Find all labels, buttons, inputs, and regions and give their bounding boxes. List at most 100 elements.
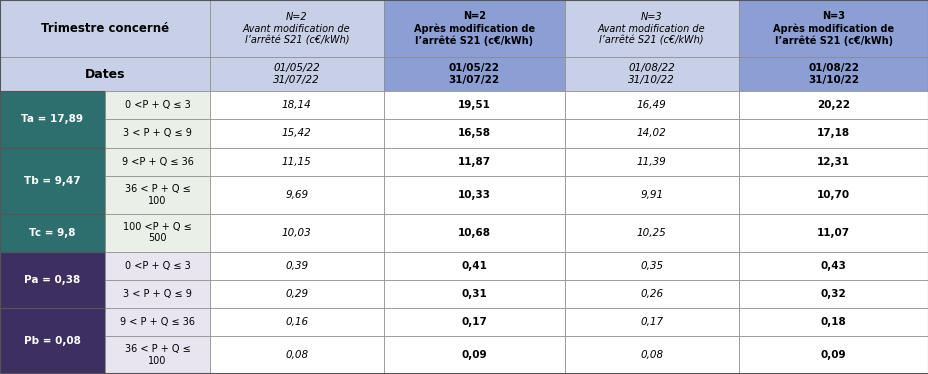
Text: Pb = 0,08: Pb = 0,08 [24,336,81,346]
Text: 10,70: 10,70 [817,190,849,200]
Text: 10,25: 10,25 [636,228,666,237]
Bar [564,214,738,252]
Text: 36 < P + Q ≤
100: 36 < P + Q ≤ 100 [124,184,190,206]
Bar [564,0,738,57]
Text: 10,68: 10,68 [458,228,490,237]
Text: 0,35: 0,35 [639,261,663,271]
Bar [210,308,383,336]
Bar [564,91,738,119]
Text: 10,03: 10,03 [281,228,312,237]
Text: 0,43: 0,43 [820,261,845,271]
Bar [105,176,210,214]
Text: N=2
Après modification de
l’arrêté S21 (c€/kWh): N=2 Après modification de l’arrêté S21 (… [413,11,535,46]
Text: 0,39: 0,39 [285,261,308,271]
Text: 12,31: 12,31 [817,157,849,167]
Bar [210,0,383,57]
Bar [738,308,928,336]
Bar [0,308,105,374]
Bar [210,119,383,148]
Text: 10,33: 10,33 [458,190,490,200]
Bar [210,280,383,308]
Bar [383,57,564,91]
Bar [210,176,383,214]
Text: 36 < P + Q ≤
100: 36 < P + Q ≤ 100 [124,344,190,366]
Text: 16,49: 16,49 [636,100,666,110]
Bar [383,308,564,336]
Text: 01/05/22
31/07/22: 01/05/22 31/07/22 [273,63,320,85]
Text: Tc = 9,8: Tc = 9,8 [29,228,76,237]
Bar [105,119,210,148]
Text: 0,17: 0,17 [461,317,486,327]
Text: 0,26: 0,26 [639,289,663,299]
Bar [383,176,564,214]
Text: 01/05/22
31/07/22: 01/05/22 31/07/22 [448,63,499,85]
Bar [0,91,105,148]
Text: 3 < P + Q ≤ 9: 3 < P + Q ≤ 9 [122,289,192,299]
Bar [564,252,738,280]
Bar [383,214,564,252]
Bar [564,280,738,308]
Bar [105,336,210,374]
Text: 19,51: 19,51 [458,100,490,110]
Text: N=2
Avant modification de
l’arrêté S21 (c€/kWh): N=2 Avant modification de l’arrêté S21 (… [243,12,350,45]
Text: 0,16: 0,16 [285,317,308,327]
Bar [564,336,738,374]
Bar [564,119,738,148]
Bar [210,214,383,252]
Bar [383,0,564,57]
Text: 01/08/22
31/10/22: 01/08/22 31/10/22 [807,63,858,85]
Text: 0,09: 0,09 [820,350,845,360]
Text: 3 < P + Q ≤ 9: 3 < P + Q ≤ 9 [122,129,192,138]
Bar [564,57,738,91]
Text: 9 <P + Q ≤ 36: 9 <P + Q ≤ 36 [122,157,193,167]
Bar [738,57,928,91]
Bar [0,148,105,214]
Text: 11,39: 11,39 [636,157,666,167]
Bar [383,119,564,148]
Bar [105,252,210,280]
Bar [105,308,210,336]
Bar [564,176,738,214]
Bar [105,280,210,308]
Text: N=3
Avant modification de
l’arrêté S21 (c€/kWh): N=3 Avant modification de l’arrêté S21 (… [598,12,704,45]
Bar [0,214,105,252]
Text: 0,09: 0,09 [461,350,486,360]
Text: 17,18: 17,18 [817,129,849,138]
Text: N=3
Après modification de
l’arrêté S21 (c€/kWh): N=3 Après modification de l’arrêté S21 (… [772,11,894,46]
Text: 0,17: 0,17 [639,317,663,327]
Text: 0,31: 0,31 [461,289,486,299]
Text: 0 <P + Q ≤ 3: 0 <P + Q ≤ 3 [124,261,190,271]
Text: 20,22: 20,22 [817,100,849,110]
Bar [738,119,928,148]
Text: 14,02: 14,02 [636,129,666,138]
Text: 0,18: 0,18 [820,317,845,327]
Bar [210,91,383,119]
Text: 11,87: 11,87 [458,157,490,167]
Bar [738,214,928,252]
Text: 0,32: 0,32 [820,289,845,299]
Bar [105,91,210,119]
Text: 11,07: 11,07 [817,228,849,237]
Text: Tb = 9,47: Tb = 9,47 [24,176,81,186]
Bar [210,57,383,91]
Bar [383,252,564,280]
Text: 18,14: 18,14 [281,100,312,110]
Text: 9 < P + Q ≤ 36: 9 < P + Q ≤ 36 [120,317,195,327]
Bar [105,214,210,252]
Bar [383,280,564,308]
Bar [210,252,383,280]
Text: 0,08: 0,08 [285,350,308,360]
Text: 01/08/22
31/10/22: 01/08/22 31/10/22 [627,63,675,85]
Text: Pa = 0,38: Pa = 0,38 [24,275,81,285]
Bar [383,91,564,119]
Text: 0 <P + Q ≤ 3: 0 <P + Q ≤ 3 [124,100,190,110]
Bar [0,252,105,308]
Bar [738,148,928,176]
Bar [383,336,564,374]
Text: 0,08: 0,08 [639,350,663,360]
Text: Ta = 17,89: Ta = 17,89 [21,114,84,125]
Bar [564,308,738,336]
Text: Trimestre concerné: Trimestre concerné [41,22,169,35]
Bar [210,148,383,176]
Bar [738,252,928,280]
